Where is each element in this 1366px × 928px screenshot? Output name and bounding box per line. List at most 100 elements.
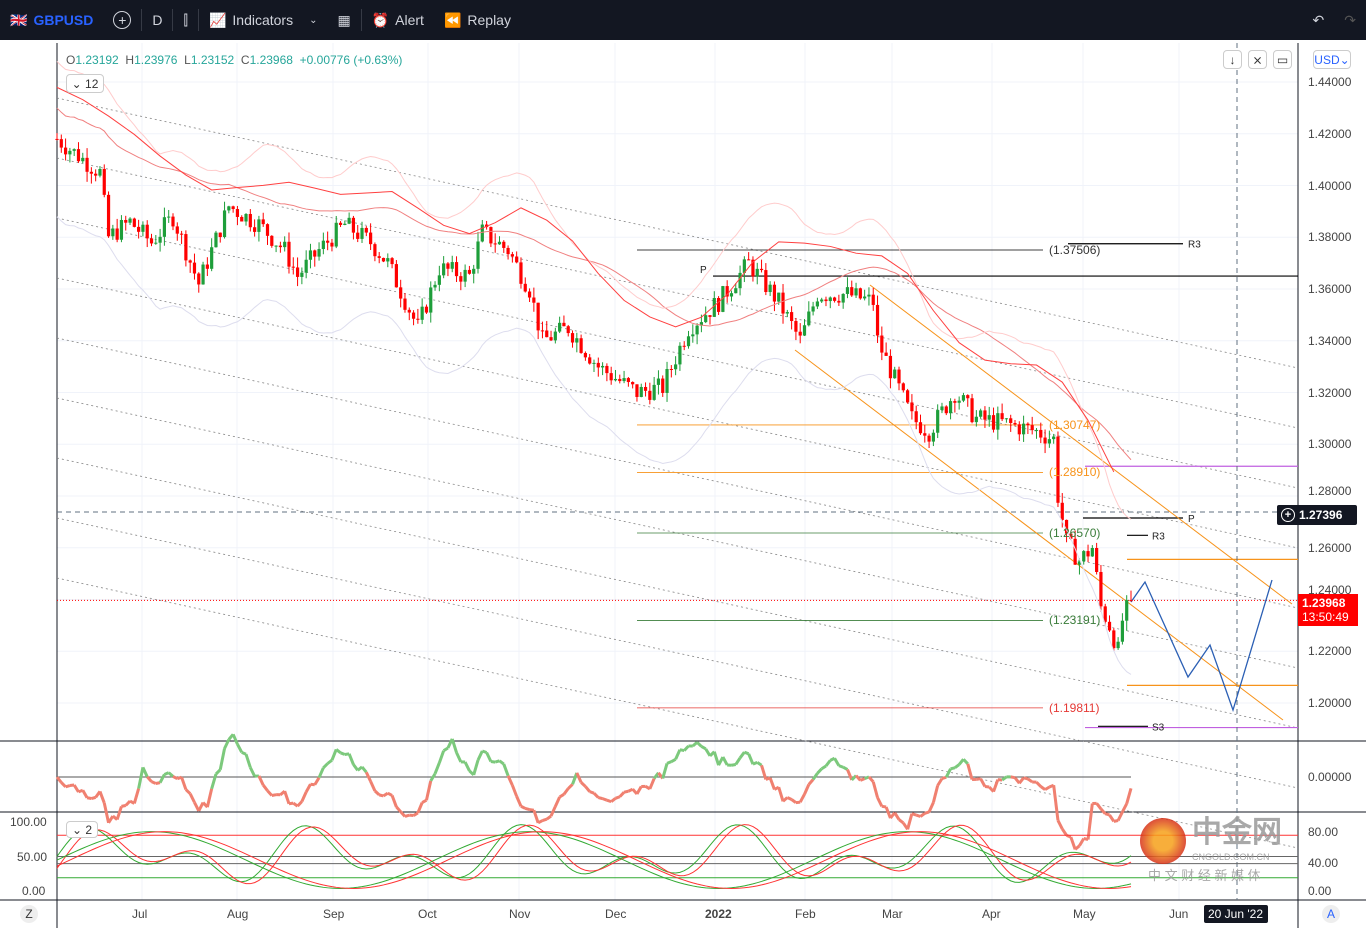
macd-segment xyxy=(1113,819,1119,823)
macd-segment xyxy=(953,763,961,769)
macd-segment xyxy=(670,757,677,763)
candle xyxy=(540,330,545,332)
alert-button[interactable]: ⏰ Alert xyxy=(371,11,424,29)
level-label: (1.23191) xyxy=(1049,613,1101,628)
macd-segment xyxy=(553,796,561,808)
macd-segment xyxy=(592,792,600,799)
pivot-label: R3 xyxy=(1188,240,1201,251)
macd-segment xyxy=(231,733,239,745)
macd-segment xyxy=(55,776,63,784)
macd-segment xyxy=(589,790,595,795)
macd-segment xyxy=(807,778,815,786)
candle xyxy=(1026,423,1030,426)
indicators-button[interactable]: 📈 Indicators ⌄ xyxy=(208,11,318,29)
compare-button[interactable]: + xyxy=(103,0,141,40)
chart-type-button[interactable]: ⫿ xyxy=(173,0,197,40)
candle xyxy=(613,378,618,381)
macd-segment xyxy=(115,805,123,821)
symbol-button[interactable]: 🇬🇧 GBPUSD xyxy=(10,11,94,29)
candle xyxy=(725,286,729,297)
macd-segment xyxy=(214,768,222,776)
macd-segment xyxy=(606,798,612,804)
candle xyxy=(798,331,802,336)
candle xyxy=(167,216,171,218)
plus-circle-icon[interactable]: + xyxy=(1281,508,1295,522)
macd-segment xyxy=(1125,787,1133,805)
macd-segment xyxy=(60,781,67,788)
candle xyxy=(390,258,394,265)
macd-segment xyxy=(1074,844,1081,851)
interval-button[interactable]: D xyxy=(152,12,163,28)
redo-button[interactable]: ↷ xyxy=(1334,0,1366,40)
candle xyxy=(1052,436,1056,440)
candle xyxy=(326,240,330,243)
macd-segment xyxy=(881,804,887,809)
candle xyxy=(832,297,837,301)
replay-button[interactable]: ⏪ Replay xyxy=(443,11,511,29)
candle xyxy=(940,406,944,411)
candle xyxy=(1047,439,1051,444)
macd-segment xyxy=(820,764,827,771)
divider xyxy=(141,9,143,31)
macd-segment xyxy=(210,773,218,790)
stoch-axis-label: 0.00 xyxy=(22,884,46,898)
candle xyxy=(1000,413,1004,420)
macd-segment xyxy=(915,813,921,818)
auto-scale-button[interactable]: A xyxy=(1322,905,1340,923)
scroll-down-button[interactable]: ↓ xyxy=(1223,50,1242,69)
collapse-button[interactable]: ⨯ xyxy=(1248,50,1267,69)
macd-segment xyxy=(648,777,656,790)
time-axis-label: Mar xyxy=(882,907,903,921)
timezone-button[interactable]: Z xyxy=(20,905,38,923)
macd-segment xyxy=(90,795,97,800)
candle xyxy=(1073,538,1077,565)
chevron-down-icon[interactable]: ⌄ xyxy=(309,14,318,26)
candle xyxy=(171,216,175,227)
macd-segment xyxy=(854,774,862,782)
undo-button[interactable]: ↶ xyxy=(1303,0,1335,40)
candle xyxy=(132,218,136,227)
macd-segment xyxy=(1010,775,1016,780)
macd-segment xyxy=(700,745,707,751)
macd-segment xyxy=(304,783,312,793)
macd-segment xyxy=(1121,802,1129,813)
candle xyxy=(214,232,218,248)
candle xyxy=(742,259,746,273)
macd-segment xyxy=(936,777,944,787)
currency-select[interactable]: USD ⌄ xyxy=(1313,50,1351,69)
time-axis-label: Aug xyxy=(227,907,249,921)
macd-segment xyxy=(404,813,410,818)
candle xyxy=(639,386,643,397)
level-label: (1.19811) xyxy=(1049,700,1100,715)
candle xyxy=(884,352,888,356)
candle xyxy=(1009,418,1013,424)
macd-segment xyxy=(390,794,398,808)
candle xyxy=(888,355,893,379)
candle xyxy=(154,242,158,244)
maximize-button[interactable]: ▭ xyxy=(1273,50,1292,69)
macd-segment xyxy=(490,760,496,764)
macd-segment xyxy=(756,761,763,767)
templates-button[interactable]: ▦ xyxy=(327,0,360,40)
candle xyxy=(914,411,918,423)
stoch-d xyxy=(56,824,1132,885)
price-axis-label: 1.40000 xyxy=(1308,178,1352,193)
candle xyxy=(794,321,798,332)
macd-segment xyxy=(627,787,634,793)
macd-segment xyxy=(81,789,89,799)
macd-segment xyxy=(824,759,832,767)
macd-segment xyxy=(532,809,540,824)
macd-segment xyxy=(829,756,836,762)
time-axis-label: May xyxy=(1073,907,1096,921)
macd-axis-label: 0.00000 xyxy=(1308,770,1352,784)
grid-icon: ▦ xyxy=(337,11,351,28)
candle xyxy=(360,227,364,239)
indicators-collapse-button[interactable]: ⌄ 12 xyxy=(66,74,104,93)
candle xyxy=(248,213,252,228)
pane-collapse-button[interactable]: ⌄ 2 xyxy=(66,821,98,838)
candle xyxy=(953,401,957,403)
price-axis-label: 1.28000 xyxy=(1308,484,1352,498)
time-axis-label: Apr xyxy=(982,907,1001,921)
macd-segment xyxy=(1116,811,1124,822)
